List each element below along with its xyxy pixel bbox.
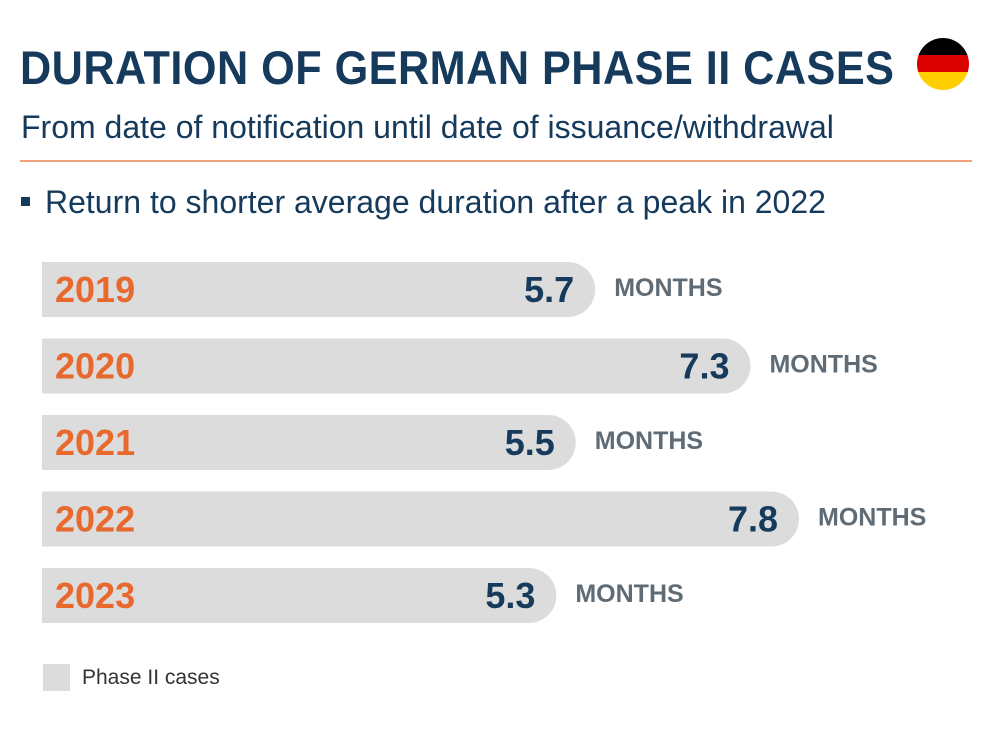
category-label-2019: 2019 — [55, 269, 135, 310]
value-label-2022: 7.8 — [728, 499, 778, 540]
value-label-2023: 5.3 — [485, 575, 535, 616]
bar-2023 — [42, 568, 557, 623]
flag-band-gold — [917, 72, 969, 90]
bar-2019 — [42, 262, 596, 317]
legend-swatch — [43, 664, 70, 691]
unit-label-2021: MONTHS — [595, 427, 703, 455]
unit-label-2022: MONTHS — [818, 504, 926, 532]
unit-label-2023: MONTHS — [575, 580, 683, 608]
bullet-square-icon — [21, 197, 30, 206]
category-label-2020: 2020 — [55, 346, 135, 387]
germany-flag-graphic — [917, 38, 969, 90]
value-label-2021: 5.5 — [505, 422, 555, 463]
key-finding-text: Return to shorter average duration after… — [45, 184, 826, 220]
value-label-2020: 7.3 — [679, 346, 729, 387]
chart-title: DURATION OF GERMAN PHASE II CASES — [20, 41, 895, 94]
category-label-2022: 2022 — [55, 499, 135, 540]
duration-bar-chart: 2019 5.7 MONTHS 2020 7.3 MONTHS 2021 5.5 MONTHS 2… — [42, 262, 926, 623]
flag-band-black — [917, 38, 969, 56]
bar-2020 — [42, 338, 751, 394]
unit-label-2020: MONTHS — [769, 351, 877, 379]
unit-label-2019: MONTHS — [614, 274, 722, 302]
header-divider — [20, 160, 972, 162]
value-label-2019: 5.7 — [524, 269, 574, 310]
flag-band-red — [917, 55, 969, 73]
chart-subtitle: From date of notification until date of … — [21, 109, 834, 145]
bar-2022 — [42, 491, 799, 547]
germany-flag-icon — [917, 38, 969, 90]
category-label-2021: 2021 — [55, 422, 135, 463]
bar-2021 — [42, 415, 576, 470]
category-label-2023: 2023 — [55, 575, 135, 616]
legend-label: Phase II cases — [82, 666, 220, 689]
